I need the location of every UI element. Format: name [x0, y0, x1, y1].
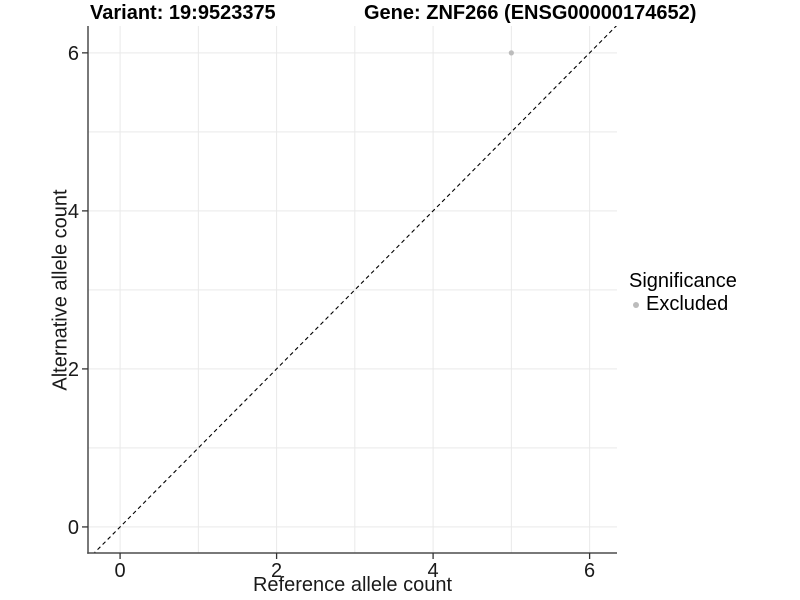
- data-point: [508, 50, 514, 56]
- legend-title: Significance: [629, 270, 737, 292]
- legend: Significance Excluded: [629, 270, 737, 316]
- x-tick-label: 0: [115, 560, 126, 582]
- y-axis-title: Alternative allele count: [49, 189, 72, 391]
- y-tick-label: 6: [68, 43, 79, 65]
- x-tick-label: 6: [584, 560, 595, 582]
- x-tick-label: 4: [428, 560, 439, 582]
- legend-key-dot-icon: [633, 301, 639, 308]
- y-tick-label: 0: [68, 517, 79, 539]
- plot-title-gene: Gene: ZNF266 (ENSG00000174652): [364, 2, 697, 24]
- y-tick-label: 4: [68, 201, 79, 223]
- legend-item-label: Excluded: [646, 293, 729, 315]
- legend-item-excluded: Excluded: [629, 293, 737, 316]
- x-tick-label: 2: [271, 560, 282, 582]
- plot-title-variant: Variant: 19:9523375: [90, 2, 276, 24]
- y-tick-label: 2: [68, 359, 79, 381]
- x-axis-title: Reference allele count: [252, 574, 452, 596]
